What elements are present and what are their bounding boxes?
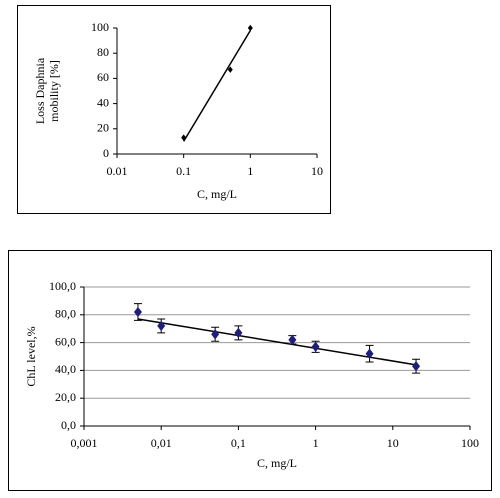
y-tick-label: 100 <box>91 20 109 34</box>
x-tick-label: 0,1 <box>231 436 246 450</box>
y-tick-label: 0,0 <box>61 418 76 432</box>
marker <box>234 327 243 339</box>
x-tick-label: 0.1 <box>176 164 191 178</box>
x-axis-label: C, mg/L <box>197 187 237 201</box>
x-tick-label: 0.01 <box>107 164 128 178</box>
marker <box>412 361 421 372</box>
marker <box>288 334 297 346</box>
y-tick-label: 40 <box>97 95 109 109</box>
y-tick-label: 80,0 <box>55 307 76 321</box>
x-tick-label: 100 <box>461 436 479 450</box>
trendline <box>183 30 251 142</box>
y-tick-label: 80 <box>97 45 109 59</box>
trendline <box>137 318 417 366</box>
y-tick-label: 20,0 <box>55 390 76 404</box>
y-tick-label: 20 <box>97 121 109 135</box>
x-tick-label: 0,01 <box>151 436 172 450</box>
x-tick-label: 10 <box>311 164 323 178</box>
marker <box>227 66 233 73</box>
marker <box>247 24 253 32</box>
chart-frame <box>8 250 492 491</box>
y-tick-label: 60,0 <box>55 334 76 348</box>
marker <box>211 329 220 340</box>
x-tick-label: 1 <box>313 436 319 450</box>
marker <box>181 134 187 141</box>
marker <box>157 320 166 332</box>
chart-frame <box>17 5 331 214</box>
x-tick-label: 1 <box>247 164 253 178</box>
y-tick-label: 100,0 <box>49 279 76 293</box>
marker <box>311 341 320 352</box>
x-tick-label: 10 <box>387 436 399 450</box>
x-axis-label: C, mg/L <box>257 456 297 470</box>
y-axis-label: mobility [%] <box>47 60 61 122</box>
marker <box>133 306 142 318</box>
x-tick-label: 0,001 <box>71 436 98 450</box>
marker <box>365 348 374 359</box>
y-axis-label: ChL level,% <box>24 326 38 386</box>
y-tick-label: 0 <box>103 146 109 160</box>
y-axis-label: Loss Daphnia <box>33 57 47 124</box>
y-tick-label: 40,0 <box>55 362 76 376</box>
y-tick-label: 60 <box>97 70 109 84</box>
